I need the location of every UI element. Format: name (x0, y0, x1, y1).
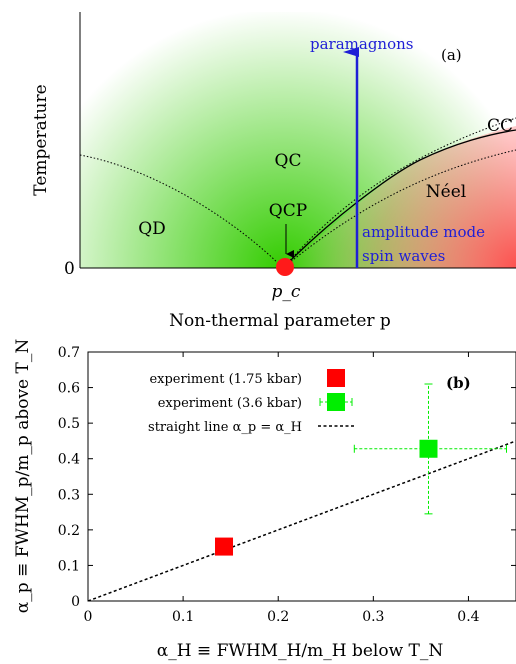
plot-b-ticks: 0 0.1 0.2 0.3 0.4 0 0.1 0.2 0.3 0.4 0.5 0.6 0.7 (58, 345, 516, 625)
y-tick-label-4: 0.4 (58, 452, 80, 468)
y-tick-label-0: 0 (71, 594, 80, 610)
legend-label-1: experiment (3.6 kbar) (158, 396, 302, 411)
scatter-plot: 0 0.1 0.2 0.3 0.4 0 0.1 0.2 0.3 0.4 0.5 0.6 0.7 expe… (13, 339, 516, 661)
y-tick-label-6: 0.6 (58, 381, 80, 397)
x-tick-label-0: 0 (84, 609, 93, 625)
reference-line (88, 440, 516, 601)
red-point (215, 537, 234, 556)
y-tick-label-1: 0.1 (58, 558, 80, 574)
y-tick-label-7: 0.7 (58, 345, 80, 361)
legend-swatch-0 (327, 369, 345, 387)
quantum-critical-point (276, 258, 294, 276)
legend-swatch-1 (327, 393, 345, 411)
y-tick-label-5: 0.5 (58, 416, 80, 432)
x-tick-label-2: 0.2 (267, 609, 289, 625)
neel-label: Néel (426, 182, 466, 202)
panel-a-ylabel: Temperature (31, 84, 51, 195)
panel-b-xlabel: α_H ≡ FWHM_H/m_H below T_N (157, 641, 444, 661)
paramagnons-label: paramagnons (310, 35, 413, 53)
panel-a-label: (a) (441, 46, 462, 64)
legend: experiment (1.75 kbar) experiment (3.6 kb… (148, 369, 354, 435)
qc-label: QC (275, 151, 302, 171)
panel-b-label: (b) (446, 374, 471, 392)
origin-label: 0 (64, 259, 75, 279)
phase-diagram: (a) paramagnons QD QC QCP Néel CC amplit… (31, 12, 516, 331)
neel-boundary-line (282, 129, 516, 268)
panel-a-xlabel: Non-thermal parameter p (169, 311, 391, 331)
qd-label: QD (138, 219, 166, 239)
plot-b-frame (87, 351, 516, 602)
legend-label-2: straight line α_p = α_H (148, 420, 302, 435)
y-tick-label-2: 0.2 (58, 523, 80, 539)
panel-b-ylabel: α_p ≡ FWHM_p/m_p above T_N (13, 339, 33, 614)
green-point (419, 439, 438, 458)
neel-region-shading (283, 126, 516, 268)
x-tick-label-1: 0.1 (172, 609, 194, 625)
qcp-label: QCP (269, 201, 307, 221)
spin-waves-label: spin waves (362, 247, 445, 265)
x-tick-label-3: 0.3 (362, 609, 384, 625)
amplitude-mode-label: amplitude mode (362, 223, 485, 241)
pc-label: p_c (272, 282, 301, 302)
qd-crossover-line (80, 154, 284, 268)
legend-label-0: experiment (1.75 kbar) (149, 372, 302, 387)
cc-label: CC (487, 116, 513, 136)
x-tick-label-4: 0.4 (457, 609, 479, 625)
plot-b-marks (88, 383, 516, 601)
y-tick-label-3: 0.3 (58, 487, 80, 503)
